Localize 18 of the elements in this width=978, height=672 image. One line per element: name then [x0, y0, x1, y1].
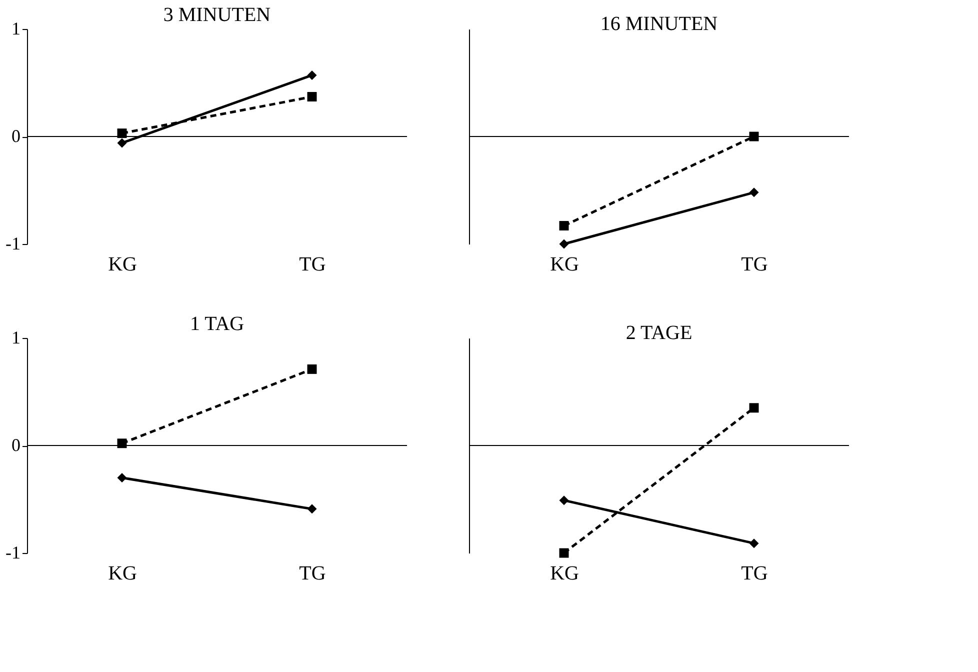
- x-tick-label: KG: [108, 254, 137, 276]
- chart-title: 3 MINUTEN: [163, 4, 271, 26]
- x-tick-label: KG: [550, 562, 579, 584]
- x-tick-label: KG: [108, 562, 137, 584]
- x-tick-label: TG: [299, 254, 326, 276]
- y-tick-label: -1: [6, 234, 20, 254]
- y-tick-label: 0: [12, 126, 20, 146]
- x-tick-label: KG: [550, 254, 579, 276]
- chart-title: 1 TAG: [190, 313, 244, 335]
- y-tick-label: 1: [12, 328, 20, 348]
- x-tick-label: TG: [299, 562, 326, 584]
- y-tick-label: 0: [12, 435, 20, 455]
- chart-title: 16 MINUTEN: [600, 13, 718, 35]
- x-tick-label: TG: [741, 562, 768, 584]
- chart-title: 2 TAGE: [626, 322, 692, 344]
- y-tick-label: -1: [6, 542, 20, 562]
- y-tick-label: 1: [12, 18, 20, 38]
- x-tick-label: TG: [741, 254, 768, 276]
